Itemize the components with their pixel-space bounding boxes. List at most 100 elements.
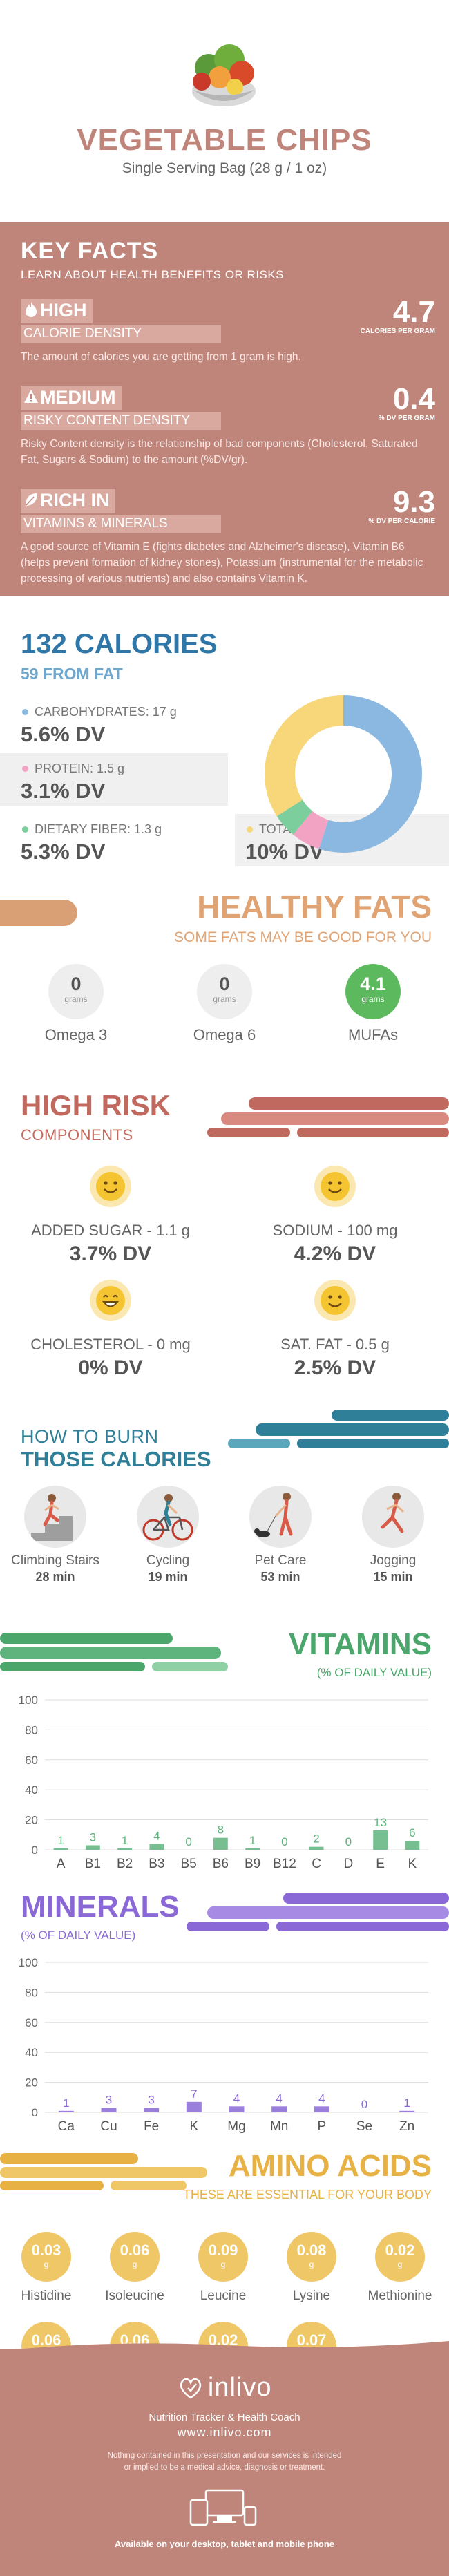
warning-icon	[24, 390, 38, 403]
availability-note: Available on your desktop, tablet and mo…	[114, 2539, 335, 2549]
vitamin-bar-E	[373, 1830, 388, 1850]
calorie-density-fact: HIGH CALORIE DENSITY The amount of calor…	[21, 295, 435, 365]
smiley-face-icon	[314, 1280, 356, 1321]
vitamin-y-tick-label: 60	[25, 1754, 38, 1767]
nutrient-label: DIETARY FIBER: 1.3 g	[21, 822, 228, 837]
label-text: PROTEIN: 1.5 g	[35, 761, 125, 775]
amino-value: 0.02	[385, 2242, 415, 2259]
label-text: DIETARY FIBER: 1.3 g	[35, 822, 162, 836]
brand-logo: inlivo	[0, 2373, 449, 2405]
fat-value: 0	[70, 974, 82, 994]
nutrient-dv: 5.3% DV	[21, 840, 106, 864]
vitamins-bar-chart: 0 20 40 60 80 100 1 A 3 B1 1 B2 4 B3 0 B5 8 B6 1 B9 0 B12 2 C 0 D…	[19, 1694, 428, 1871]
donut-slice-total-fat	[265, 695, 344, 817]
leaf-icon	[26, 493, 37, 506]
mineral-bar-Fe	[144, 2108, 160, 2112]
mineral-bar-Cu	[101, 2108, 117, 2112]
amino-acid-methionine: 0.02 g Methionine	[356, 2232, 444, 2304]
brand-tagline: Nutrition Tracker & Health Coach	[149, 2412, 300, 2423]
mineral-value-label: 7	[191, 2087, 197, 2101]
mineral-bar-P	[314, 2106, 329, 2112]
value-unit: CALORIES PER GRAM	[360, 328, 435, 335]
mineral-bar-Zn	[399, 2110, 415, 2112]
heart-logo-icon	[180, 2378, 202, 2399]
minerals-subtitle: (% OF DAILY VALUE)	[21, 1929, 136, 1942]
risky-content-value: 0.4 % DV PER GRAM	[379, 382, 435, 423]
vitamins-title: VITAMINS	[289, 1627, 432, 1661]
mufas-badge: 4.1 grams	[345, 964, 401, 1019]
jogging-icon	[362, 1486, 424, 1548]
smiley-face-icon	[314, 1166, 356, 1207]
vitamin-category-label: B12	[273, 1857, 296, 1871]
value-number: 0.4	[392, 382, 435, 416]
fat-name: Omega 3	[44, 1026, 108, 1043]
pet-care-item: Pet Care 53 min	[229, 1486, 332, 1584]
cholesterol-item: CHOLESTEROL - 0 mg 0% DV	[17, 1278, 204, 1380]
amino-name: Leucine	[200, 2289, 247, 2303]
mineral-category-label: Fe	[144, 2119, 159, 2134]
vitamins-minerals-value: 9.3 % DV PER CALORIE	[368, 485, 435, 526]
amino-value: 0.09	[208, 2242, 238, 2259]
amino-unit: g	[309, 2260, 314, 2269]
mineral-value-label: 4	[276, 2092, 282, 2105]
brand-url-link[interactable]: www.inlivo.com	[177, 2425, 272, 2439]
amino-acids-subtitle: THESE ARE ESSENTIAL FOR YOUR BODY	[182, 2188, 432, 2201]
footer: inlivo Nutrition Tracker & Health Coach …	[0, 2341, 449, 2576]
calorie-density-value: 4.7 CALORIES PER GRAM	[360, 295, 435, 336]
mineral-y-tick-label: 80	[25, 1986, 38, 1999]
omega-6-badge: 0 grams	[197, 964, 252, 1019]
mufas-item: 4.1 grams MUFAs	[325, 964, 421, 1044]
disclaimer: Nothing contained in this presentation a…	[107, 2452, 342, 2472]
nutrient-dv: 3.1% DV	[21, 779, 106, 803]
activity-name: Cycling	[146, 1553, 190, 1568]
risky-content-label: RISKY CONTENT DENSITY	[21, 412, 221, 430]
pet-care-icon	[249, 1486, 312, 1548]
vitamin-value-label: 8	[218, 1824, 224, 1837]
vitamin-value-label: 1	[249, 1834, 256, 1847]
mineral-bar-K	[186, 2101, 202, 2112]
grinning-face-icon	[90, 1280, 131, 1321]
total-fat-dot-icon	[247, 826, 253, 833]
vitamins-subtitle: (% OF DAILY VALUE)	[316, 1666, 432, 1679]
value-number: 4.7	[392, 295, 435, 329]
vitamin-bar-B2	[117, 1848, 133, 1850]
vitamin-value-label: 3	[90, 1830, 96, 1844]
vitamin-y-tick-label: 40	[25, 1783, 38, 1797]
level-text: HIGH	[40, 300, 87, 321]
activity-name: Pet Care	[254, 1553, 307, 1568]
calorie-density-description: The amount of calories you are getting f…	[21, 351, 301, 363]
mineral-value-label: 3	[106, 2093, 112, 2106]
smiley-face-icon	[90, 1166, 131, 1207]
vitamin-category-label: B2	[117, 1857, 133, 1871]
carbohydrates-dot-icon	[22, 709, 28, 715]
amino-unit: g	[397, 2260, 403, 2269]
fat-unit: grams	[361, 994, 385, 1004]
brand-name: inlivo	[207, 2373, 272, 2402]
amino-name: Lysine	[292, 2289, 331, 2303]
jogging-item: Jogging 15 min	[341, 1486, 445, 1584]
healthy-fats-subtitle: SOME FATS MAY BE GOOD FOR YOU	[173, 929, 432, 945]
vitamin-category-label: K	[408, 1857, 417, 1871]
amino-value: 0.06	[120, 2242, 150, 2259]
decorative-bars	[0, 2153, 207, 2190]
vitamins-minerals-fact: RICH IN VITAMINS & MINERALS A good sourc…	[21, 485, 435, 587]
dietary-fiber-item: DIETARY FIBER: 1.3 g 5.3% DV	[0, 822, 228, 878]
label-text: CARBOHYDRATES: 17 g	[35, 705, 177, 719]
activity-minutes: 53 min	[260, 1570, 300, 1584]
protein-item: PROTEIN: 1.5 g 3.1% DV	[0, 753, 228, 806]
vitamin-bar-C	[309, 1846, 324, 1850]
fat-unit: grams	[64, 994, 88, 1004]
footer-wave	[0, 2341, 449, 2351]
vitamin-bar-B1	[85, 1845, 100, 1850]
saturated-fat-item: SAT. FAT - 0.5 g 2.5% DV	[242, 1278, 428, 1380]
activity-minutes: 15 min	[373, 1570, 413, 1584]
calories-section: 132 CALORIES 59 FROM FAT CARBOHYDRATES: …	[0, 615, 449, 871]
vitamin-category-label: B6	[213, 1857, 229, 1871]
value-number: 9.3	[392, 485, 435, 519]
risk-label: CHOLESTEROL - 0 mg	[30, 1336, 191, 1353]
stairs-icon	[24, 1486, 86, 1548]
high-risk-section: HIGH RISK COMPONENTS ADDED SUGAR - 1.1 g…	[0, 1078, 449, 1389]
vitamin-y-tick-label: 20	[25, 1814, 38, 1827]
